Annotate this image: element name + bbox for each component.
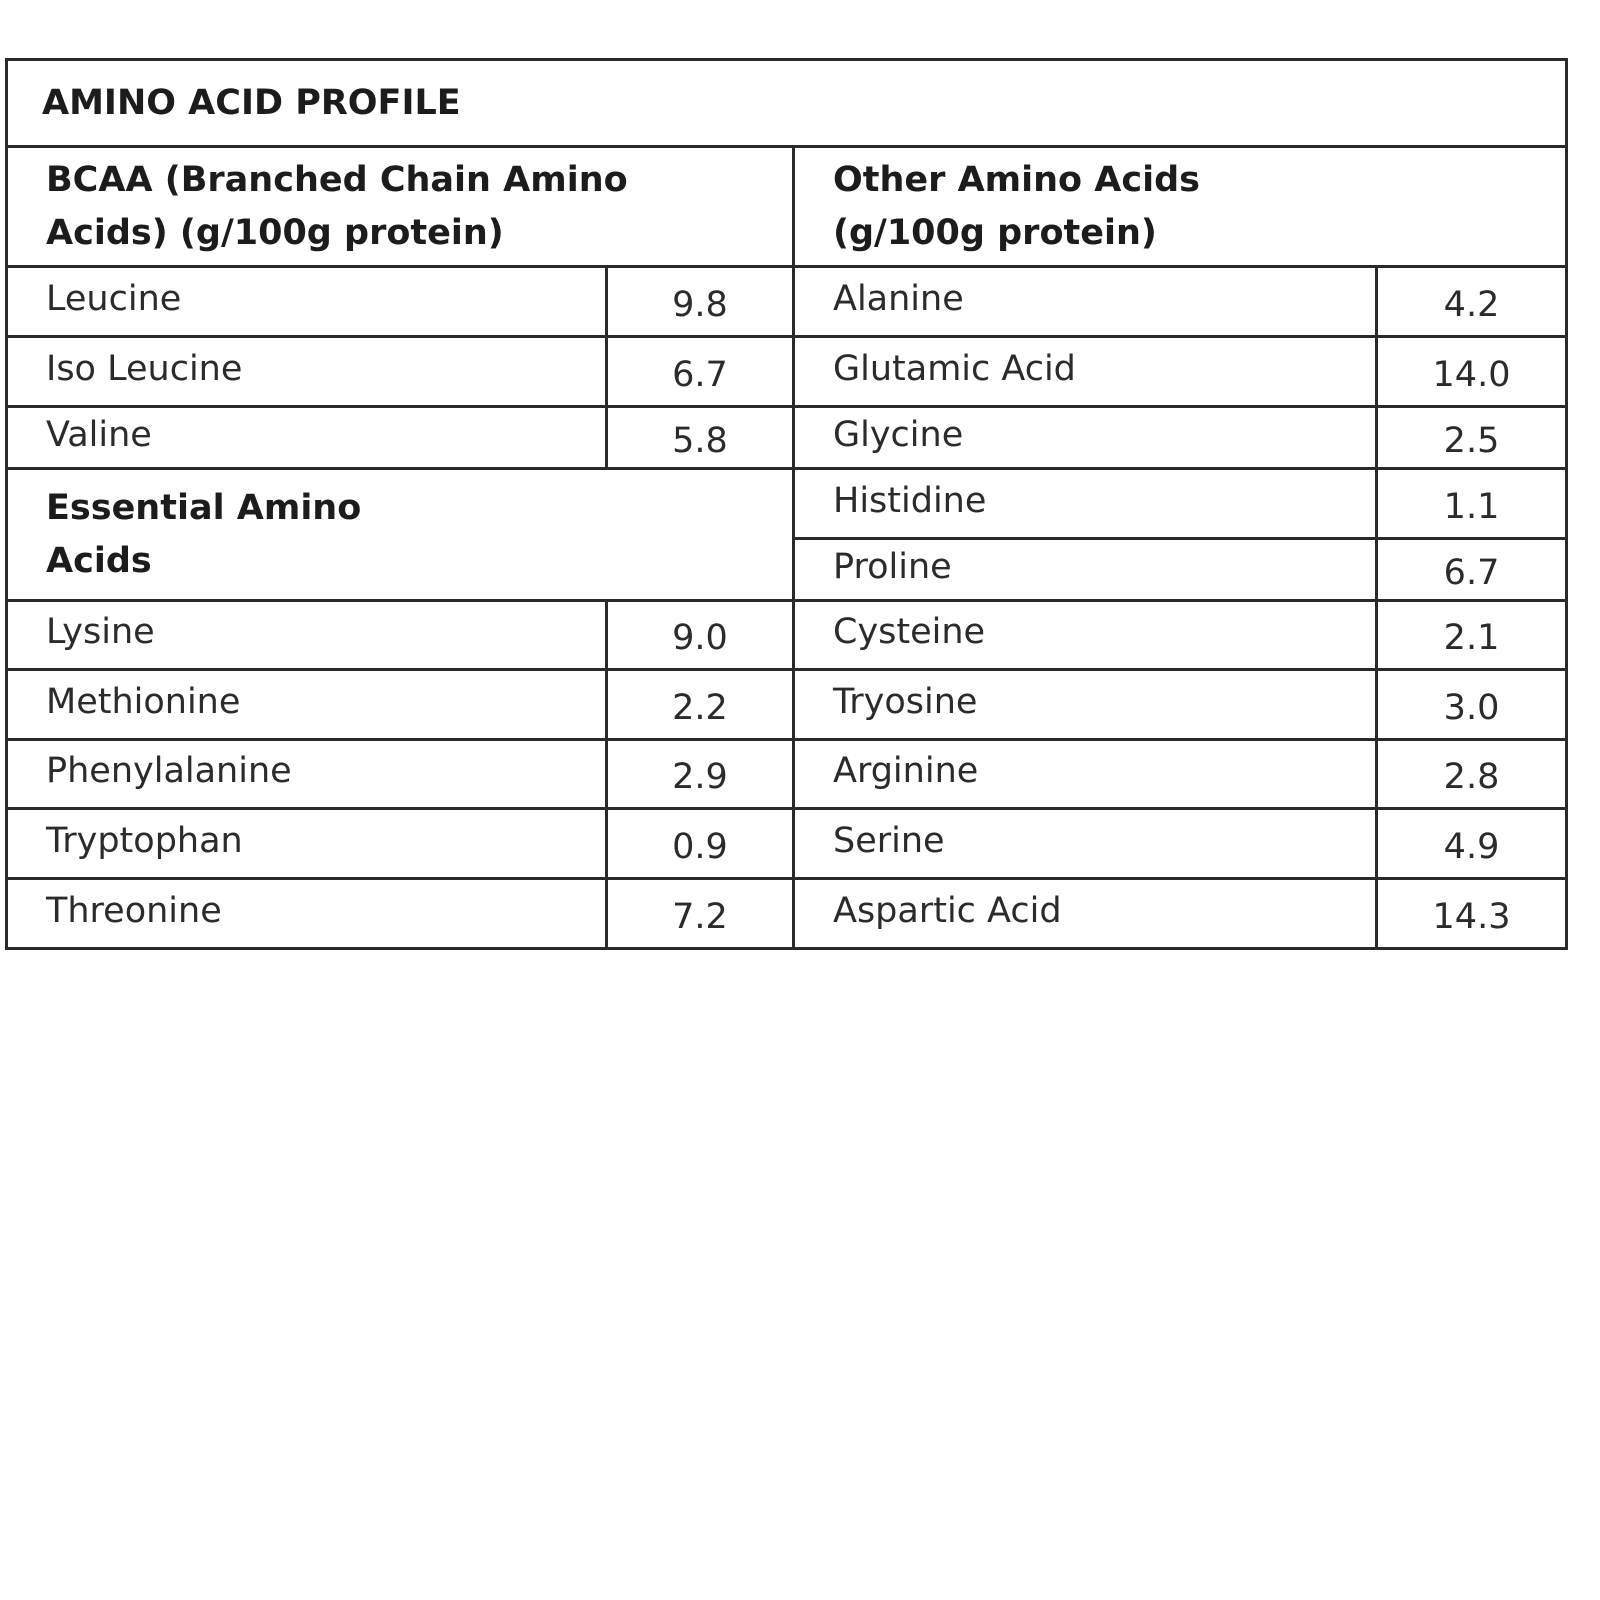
amino-value: 4.2 [1374,265,1569,338]
table-row: Lysine 9.0 Cysteine 2.1 [5,599,1569,671]
amino-name: Histidine [792,467,1378,540]
amino-name: Proline [792,537,1378,602]
table-row: Leucine 9.8 Alanine 4.2 [5,265,1569,338]
table-row: Tryptophan 0.9 Serine 4.9 [5,807,1569,880]
amino-name: Threonine [5,877,608,950]
amino-value: 2.1 [1374,599,1569,671]
amino-name: Valine [5,405,608,470]
amino-name: Glutamic Acid [792,335,1378,408]
amino-name: Phenylalanine [5,738,608,810]
amino-value: 7.2 [605,877,795,950]
amino-value: 9.0 [605,599,795,671]
amino-name: Serine [792,807,1378,880]
table-row: Valine 5.8 Glycine 2.5 [5,405,1569,470]
amino-name: Alanine [792,265,1378,338]
amino-name: Tryosine [792,668,1378,741]
other-header: Other Amino Acids (g/100g protein) [791,145,1569,268]
amino-name: Lysine [5,599,608,671]
amino-value: 2.8 [1374,738,1569,810]
essential-header: Essential Amino Acids [5,467,795,602]
amino-name: Glycine [792,405,1378,470]
table-title: AMINO ACID PROFILE [4,58,1569,148]
table-row: Iso Leucine 6.7 Glutamic Acid 14.0 [5,335,1569,408]
amino-name: Aspartic Acid [792,877,1378,950]
amino-name: Tryptophan [5,807,608,880]
amino-value: 2.2 [605,668,795,741]
bcaa-header: BCAA (Branched Chain Amino Acids) (g/100… [5,145,795,268]
amino-acid-table: AMINO ACID PROFILE BCAA (Branched Chain … [4,58,1569,950]
amino-value: 6.7 [1374,537,1569,602]
amino-value: 0.9 [605,807,795,880]
amino-name: Iso Leucine [5,335,608,408]
amino-value: 4.9 [1374,807,1569,880]
table-row: Methionine 2.2 Tryosine 3.0 [5,668,1569,741]
amino-value: 5.8 [605,405,795,470]
amino-name: Arginine [792,738,1378,810]
amino-value: 3.0 [1374,668,1569,741]
amino-name: Methionine [5,668,608,741]
amino-value: 2.9 [605,738,795,810]
amino-value: 2.5 [1374,405,1569,470]
amino-name: Cysteine [792,599,1378,671]
table-row: Phenylalanine 2.9 Arginine 2.8 [5,738,1569,810]
table-row: Essential Amino Acids Histidine 1.1 [5,467,1569,602]
amino-value: 6.7 [605,335,795,408]
amino-value: 14.0 [1374,335,1569,408]
amino-value: 14.3 [1374,877,1569,950]
amino-value: 1.1 [1374,467,1569,540]
amino-value: 9.8 [605,265,795,338]
amino-name: Leucine [5,265,608,338]
table-row: Proline 6.7 [7,537,1569,602]
table-row: Threonine 7.2 Aspartic Acid 14.3 [5,877,1569,950]
